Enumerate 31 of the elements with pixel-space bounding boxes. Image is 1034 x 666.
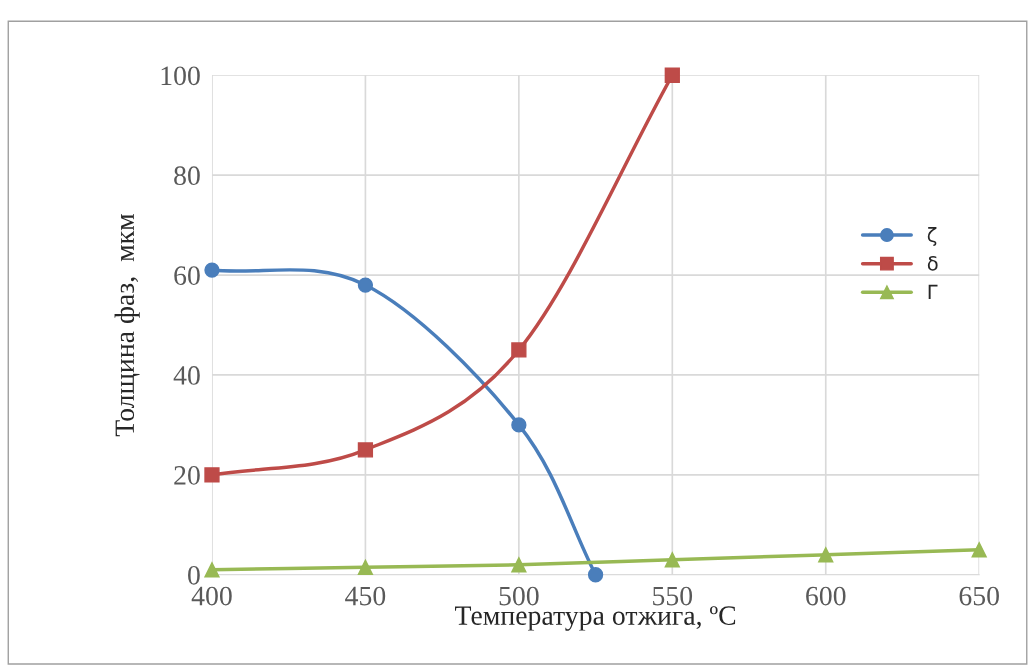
point bbox=[204, 562, 220, 578]
legend-label: Г bbox=[928, 284, 938, 299]
point bbox=[357, 277, 374, 293]
x-tick-label: 500 bbox=[499, 586, 539, 606]
point bbox=[357, 559, 374, 575]
point bbox=[204, 262, 220, 278]
x-tick-label: 600 bbox=[806, 586, 846, 606]
point bbox=[664, 67, 680, 83]
x-axis-title: Температура отжига, ºС bbox=[455, 606, 736, 631]
legend-label: δ bbox=[927, 256, 938, 271]
y-tick-label: 60 bbox=[174, 266, 200, 285]
point bbox=[818, 547, 834, 563]
y-tick-label: 0 bbox=[188, 565, 200, 585]
point bbox=[357, 442, 374, 458]
point bbox=[204, 467, 220, 483]
y-axis-title: Толщина фаз, мкм bbox=[114, 213, 140, 437]
point bbox=[587, 567, 604, 583]
x-tick-label: 400 bbox=[191, 586, 232, 606]
legend-label: ζ bbox=[927, 227, 937, 246]
y-tick-label: 40 bbox=[173, 366, 200, 385]
point bbox=[971, 542, 987, 558]
y-tick-label: 80 bbox=[174, 166, 200, 186]
y-tick-label: 20 bbox=[174, 466, 200, 485]
point bbox=[511, 342, 527, 358]
x-tick-label: 450 bbox=[345, 586, 386, 606]
point bbox=[511, 417, 527, 433]
y-tick-label: 100 bbox=[161, 66, 200, 86]
point bbox=[511, 557, 527, 573]
point bbox=[664, 552, 680, 568]
x-tick-label: 550 bbox=[653, 586, 693, 606]
x-tick-label: 650 bbox=[959, 586, 999, 606]
